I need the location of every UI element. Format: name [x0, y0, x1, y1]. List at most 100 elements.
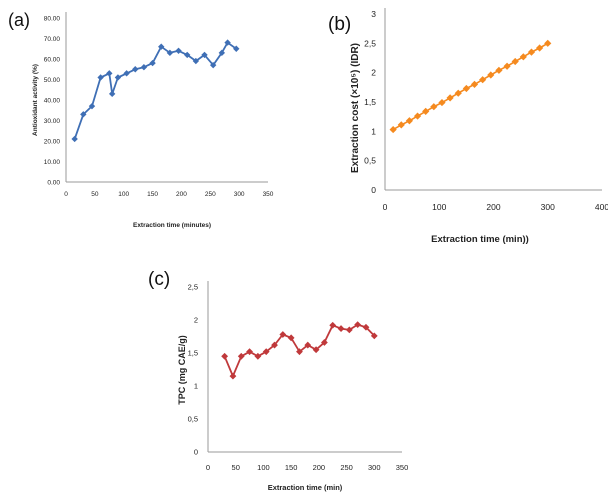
data-point-b [413, 112, 422, 120]
y-axis-title-c: TPC (mg CAE/g) [177, 335, 187, 405]
y-tick-label-a: 60.00 [44, 56, 61, 63]
data-point-a [224, 39, 231, 46]
y-tick-label-a: 0.00 [47, 179, 60, 186]
data-point-c [262, 348, 270, 356]
y-tick-label-b: 0,5 [364, 156, 376, 166]
data-point-a [233, 45, 240, 52]
data-point-b [503, 62, 511, 70]
chart-panel-b: (b) 0 0,5 1 1,5 2 2,5 3 0 100 200 300 400 Extraction … [328, 8, 608, 245]
y-tick-label-b: 1 [371, 126, 376, 136]
panel-label-a: (a) [8, 10, 30, 30]
data-point-a [108, 90, 116, 98]
data-point-b [479, 76, 487, 84]
x-tick-label-c: 100 [257, 463, 270, 472]
data-point-b [389, 125, 397, 134]
y-tick-label-a: 30.00 [44, 118, 61, 125]
x-tick-label-b: 300 [541, 202, 555, 212]
x-tick-label-a: 100 [118, 191, 129, 198]
data-point-b [430, 103, 438, 111]
data-point-a [114, 74, 122, 81]
y-tick-label-c: 0,5 [188, 415, 198, 424]
chart-panel-c: (c) 0 0,5 1 1,5 2 2,5 0 50 100 150 200 250 300 350 Extr… [148, 269, 408, 492]
data-point-b [397, 121, 405, 129]
data-point-c [229, 372, 237, 380]
x-tick-label-b: 400 [595, 202, 608, 212]
data-point-c [312, 346, 320, 354]
x-tick-label-b: 100 [432, 202, 446, 212]
data-point-b [544, 39, 552, 47]
y-tick-label-a: 70.00 [44, 36, 61, 43]
data-point-c [345, 326, 353, 334]
data-point-a [149, 59, 156, 67]
data-point-c [337, 325, 345, 332]
data-point-b [438, 98, 446, 107]
data-point-a [184, 51, 191, 59]
x-tick-label-c: 150 [285, 463, 298, 472]
x-axis-title-b: Extraction time (min)) [431, 234, 529, 245]
y-tick-label-a: 50.00 [44, 77, 61, 84]
chart-panel-a: (a) 0.00 10.00 20.00 30.00 40.00 50.00 60.00 70.… [8, 10, 274, 229]
data-point-c [321, 339, 328, 346]
x-tick-label-a: 200 [176, 191, 187, 198]
x-tick-label-c: 350 [396, 463, 409, 472]
y-tick-label-c: 1,5 [188, 349, 198, 358]
data-point-b [495, 66, 503, 74]
data-point-c [271, 341, 278, 349]
data-point-b [519, 53, 527, 61]
data-point-a [166, 49, 174, 57]
data-point-c [304, 341, 312, 349]
y-tick-label-b: 2 [371, 68, 376, 78]
data-point-b [527, 48, 536, 56]
data-point-b [470, 80, 479, 88]
data-point-a [132, 66, 139, 73]
data-point-c [329, 321, 337, 329]
data-point-c [296, 348, 303, 356]
data-point-c [370, 332, 378, 340]
y-tick-label-b: 1,5 [364, 97, 376, 107]
data-point-a [88, 102, 96, 110]
y-tick-label-c: 1 [194, 382, 198, 391]
data-point-b [405, 117, 414, 125]
data-point-c [221, 352, 229, 360]
x-tick-label-a: 0 [64, 191, 68, 198]
x-tick-label-c: 0 [206, 463, 210, 472]
data-point-a [106, 70, 113, 77]
y-tick-label-a: 20.00 [44, 138, 61, 145]
data-point-c [254, 352, 262, 360]
data-point-b [446, 94, 454, 102]
data-point-c [279, 331, 287, 338]
panel-label-c: (c) [148, 269, 170, 290]
y-tick-label-b: 2,5 [364, 38, 376, 48]
data-point-a [80, 111, 87, 118]
data-point-b [536, 44, 544, 52]
y-tick-label-a: 40.00 [44, 97, 61, 104]
data-point-a [123, 70, 130, 77]
data-point-a [218, 49, 226, 57]
x-tick-label-a: 300 [234, 191, 245, 198]
y-tick-label-a: 80.00 [44, 15, 61, 22]
data-point-b [511, 57, 519, 66]
y-tick-label-c: 0 [194, 448, 198, 457]
data-point-b [422, 107, 430, 115]
x-tick-label-c: 200 [313, 463, 326, 472]
data-point-c [287, 334, 295, 342]
x-tick-label-b: 200 [486, 202, 500, 212]
y-axis-title-a: Antioxidant activity (%) [32, 64, 39, 136]
y-tick-label-c: 2,5 [188, 283, 198, 292]
x-tick-label-b: 0 [383, 202, 388, 212]
data-point-a [97, 74, 104, 81]
y-axis-title-b: Extraction cost (×10⁵) (IDR) [350, 43, 361, 173]
x-tick-label-a: 150 [147, 191, 158, 198]
data-point-b [487, 71, 495, 79]
x-tick-label-a: 350 [263, 191, 274, 198]
y-tick-label-a: 10.00 [44, 159, 61, 166]
x-tick-label-c: 250 [340, 463, 353, 472]
data-point-c [237, 352, 245, 360]
x-tick-label-c: 50 [232, 463, 240, 472]
x-tick-label-c: 300 [368, 463, 381, 472]
data-point-c [354, 321, 362, 329]
data-point-b [462, 84, 470, 93]
data-point-b [454, 89, 462, 97]
data-point-c [362, 323, 370, 331]
